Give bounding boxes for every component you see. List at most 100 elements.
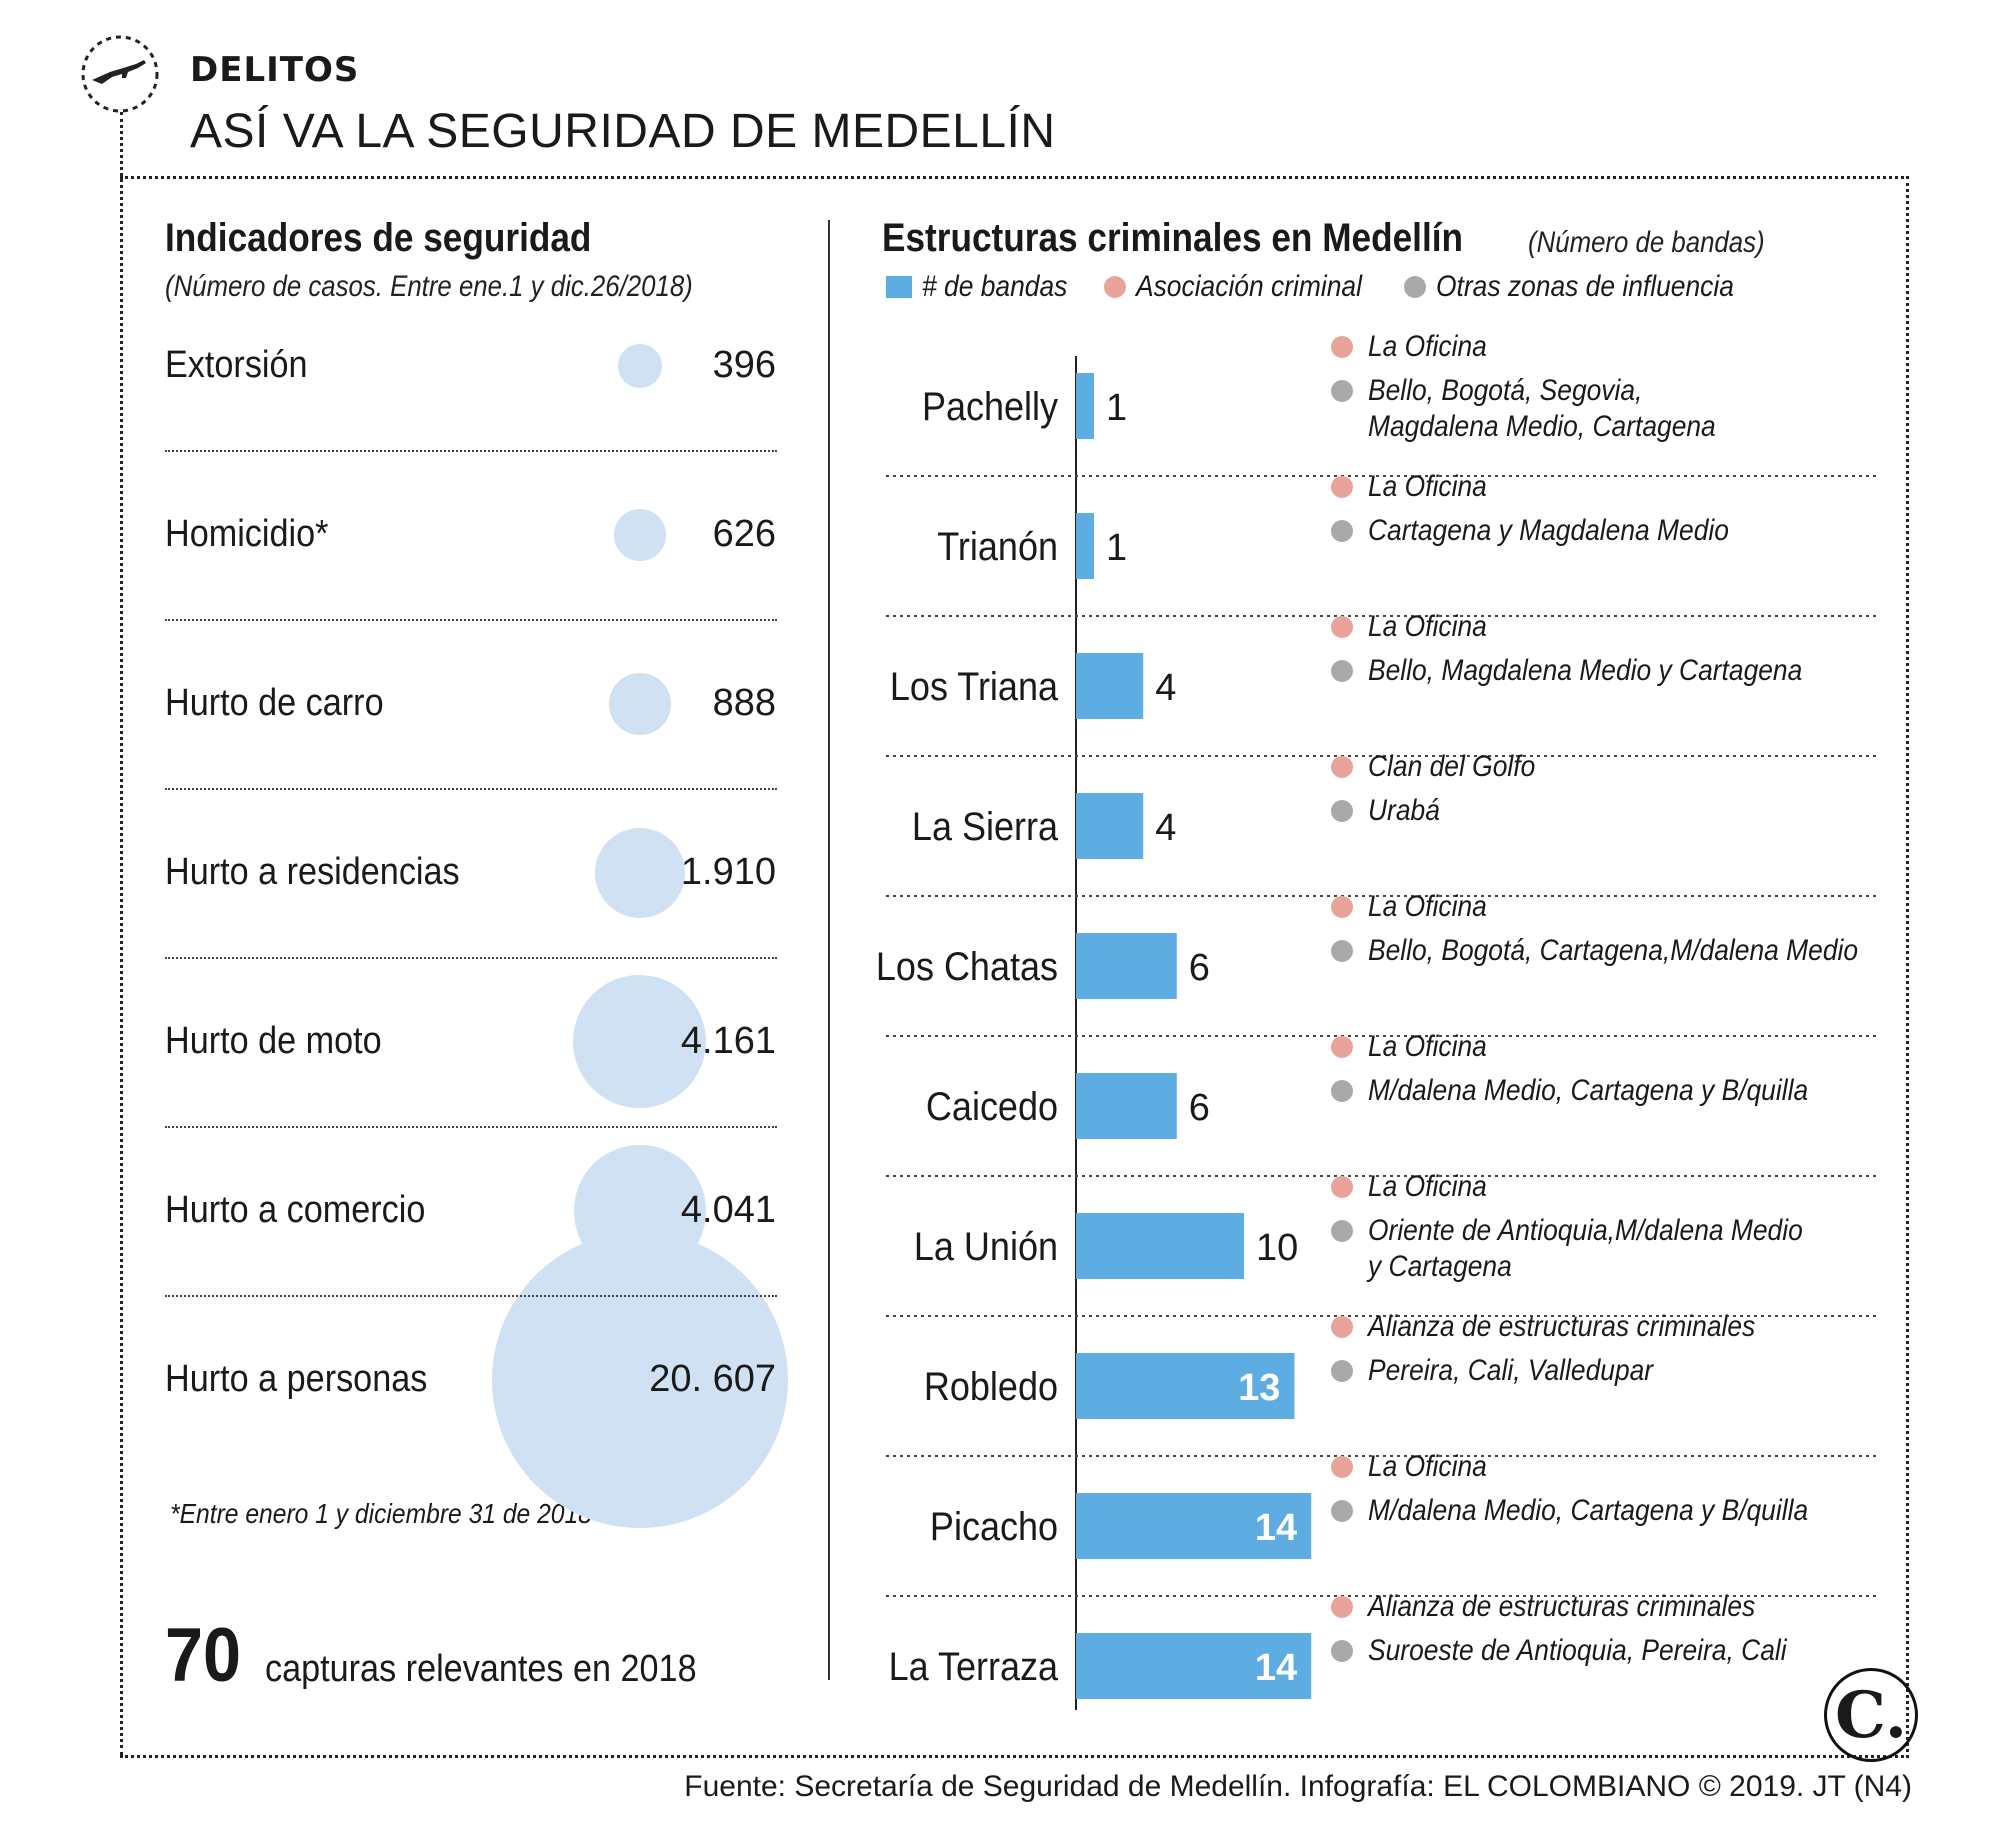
indicator-value: 4.041 [680, 1189, 776, 1231]
zona-label: Magdalena Medio, Cartagena [1368, 408, 1716, 442]
bubble [492, 1232, 788, 1528]
bar-value-label: 13 [1238, 1367, 1280, 1409]
bar-category-label: Picacho [930, 1505, 1058, 1549]
captures-text: capturas relevantes en 2018 [265, 1648, 697, 1690]
otras-dot [1331, 1360, 1353, 1382]
bar-value-label: 4 [1155, 807, 1176, 849]
bar [1076, 513, 1094, 579]
bar [1076, 1633, 1312, 1699]
indicator-value: 20. 607 [649, 1358, 776, 1400]
content-frame-left-border [120, 112, 123, 1755]
indicator-separator [165, 450, 777, 452]
zona-label: Suroeste de Antioquia, Pereira, Cali [1368, 1632, 1787, 1666]
bar-category-label: Los Triana [890, 665, 1059, 709]
bar-category-label: La Sierra [912, 805, 1059, 849]
otras-dot [1331, 1500, 1353, 1522]
bar-category-label: La Unión [914, 1225, 1058, 1269]
indicator-value: 888 [712, 682, 776, 724]
asociacion-dot [1331, 1596, 1353, 1618]
bubble [594, 827, 686, 919]
structures-title-note: (Número de bandas) [1528, 226, 1765, 259]
asociacion-dot [1331, 1316, 1353, 1338]
otras-dot [1331, 1220, 1353, 1242]
indicator-separator [165, 619, 777, 621]
bubble [614, 509, 666, 561]
bar-value-label: 14 [1255, 1647, 1297, 1689]
otras-dot [1331, 940, 1353, 962]
otras-dot [1331, 660, 1353, 682]
bar-value-label: 1 [1106, 387, 1127, 429]
bar-category-label: Los Chatas [876, 945, 1058, 989]
asociacion-dot [1331, 616, 1353, 638]
asociacion-label: La Oficina [1368, 1168, 1487, 1202]
bar-category-label: La Terraza [889, 1645, 1059, 1689]
indicator-label: Hurto a personas [165, 1358, 428, 1400]
indicator-value: 1.910 [680, 851, 776, 893]
bar [1076, 373, 1094, 439]
content-frame [120, 176, 1909, 1758]
indicator-separator [165, 1126, 777, 1128]
bar-category-label: Caicedo [926, 1085, 1058, 1129]
asociacion-label: Clan del Golfo [1368, 748, 1535, 782]
rifle-icon [80, 34, 160, 114]
zona-label: Bello, Bogotá, Segovia, [1368, 372, 1642, 406]
otras-dot [1331, 1080, 1353, 1102]
asociacion-dot [1331, 1036, 1353, 1058]
bubble [618, 344, 662, 388]
bar [1076, 793, 1144, 859]
bar-category-label: Pachelly [922, 385, 1058, 429]
indicator-value: 4.161 [680, 1020, 776, 1062]
captures-number: 70 [165, 1613, 242, 1698]
bar-value-label: 6 [1189, 1087, 1210, 1129]
otras-dot [1331, 520, 1353, 542]
bar-value-label: 14 [1255, 1507, 1297, 1549]
zona-label: M/dalena Medio, Cartagena y B/quilla [1368, 1492, 1808, 1526]
zona-label: Bello, Magdalena Medio y Cartagena [1368, 652, 1802, 686]
bar [1076, 1353, 1295, 1419]
zona-label: M/dalena Medio, Cartagena y B/quilla [1368, 1072, 1808, 1106]
indicator-label: Hurto a residencias [165, 851, 460, 893]
bubble [609, 673, 671, 735]
zona-label: Bello, Bogotá, Cartagena,M/dalena Medio [1368, 932, 1858, 966]
bar-value-label: 10 [1256, 1227, 1298, 1269]
zona-label: Pereira, Cali, Valledupar [1368, 1352, 1655, 1386]
legend-otras-dot [1404, 276, 1426, 298]
zona-label: Urabá [1368, 792, 1440, 826]
asociacion-dot [1331, 336, 1353, 358]
asociacion-dot [1331, 1456, 1353, 1478]
indicator-separator [165, 788, 777, 790]
indicator-label: Hurto de moto [165, 1020, 382, 1062]
bar-value-label: 1 [1106, 527, 1127, 569]
legend-asociacion-dot [1104, 276, 1126, 298]
source-credit: Fuente: Secretaría de Seguridad de Medel… [684, 1770, 1912, 1803]
asociacion-label: La Oficina [1368, 328, 1487, 362]
bubble [573, 975, 707, 1109]
indicator-label: Extorsión [165, 344, 308, 386]
bar [1076, 1213, 1244, 1279]
indicators-subtitle: (Número de casos. Entre ene.1 y dic.26/2… [165, 270, 693, 303]
structures-title: Estructuras criminales en Medellín [882, 216, 1464, 260]
bar [1076, 653, 1144, 719]
el-colombiano-logo: C. [1824, 1668, 1918, 1762]
bar-category-label: Trianón [937, 525, 1058, 569]
asociacion-label: Alianza de estructuras criminales [1366, 1588, 1755, 1622]
otras-dot [1331, 1640, 1353, 1662]
indicator-label: Hurto de carro [165, 682, 384, 724]
zona-label: Oriente de Antioquia,M/dalena Medio [1368, 1212, 1803, 1246]
legend-bar-swatch [886, 276, 912, 298]
indicator-separator [165, 1295, 777, 1297]
bar [1076, 933, 1177, 999]
legend-asociacion: Asociación criminal [1104, 270, 1393, 304]
asociacion-label: La Oficina [1368, 888, 1487, 922]
asociacion-label: Alianza de estructuras criminales [1366, 1308, 1755, 1342]
asociacion-label: La Oficina [1368, 1028, 1487, 1062]
asociacion-dot [1331, 896, 1353, 918]
indicator-value: 626 [712, 513, 776, 555]
header-tag: DELITOS [190, 50, 360, 90]
asociacion-dot [1331, 756, 1353, 778]
bar-value-label: 6 [1189, 947, 1210, 989]
page-title: ASÍ VA LA SEGURIDAD DE MEDELLÍN [190, 105, 1056, 158]
indicator-label: Hurto a comercio [165, 1189, 426, 1231]
bar [1076, 1073, 1177, 1139]
